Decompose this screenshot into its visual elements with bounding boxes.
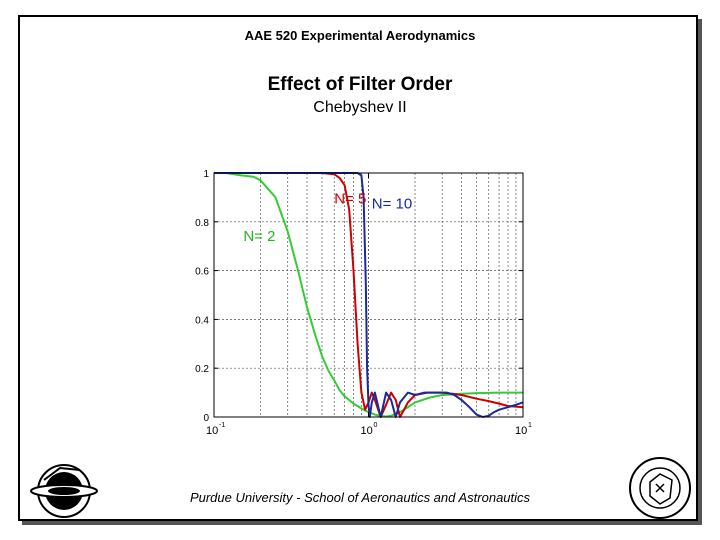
series-annotation: N= 5 bbox=[334, 190, 366, 207]
y-tick-label: 0.2 bbox=[195, 364, 209, 375]
x-tick-label: 10 bbox=[515, 425, 527, 437]
series-line-2 bbox=[214, 172, 524, 418]
x-tick-exponent: 0 bbox=[374, 422, 378, 429]
y-tick-label: 0.6 bbox=[195, 267, 209, 278]
y-tick-label: 0 bbox=[203, 413, 209, 424]
x-tick-label: 10 bbox=[361, 425, 373, 437]
course-title: AAE 520 Experimental Aerodynamics bbox=[244, 28, 476, 43]
purdue-seal-logo-right bbox=[629, 457, 691, 519]
y-tick-label: 0.4 bbox=[195, 315, 209, 326]
x-tick-label: 10 bbox=[206, 425, 218, 437]
y-tick-label: 0.8 bbox=[195, 218, 209, 229]
y-tick-label: 1 bbox=[203, 169, 209, 180]
footer-text: Purdue University - School of Aeronautic… bbox=[189, 490, 531, 505]
series-line-1 bbox=[214, 172, 523, 418]
x-tick-exponent: -1 bbox=[219, 422, 225, 429]
grid-lines bbox=[214, 173, 523, 417]
slide-title: Effect of Filter Order bbox=[267, 74, 453, 95]
purdue-seal-logo-left bbox=[30, 464, 98, 518]
series-line-3 bbox=[214, 172, 524, 418]
series-annotation: N= 2 bbox=[243, 228, 275, 245]
slide-subtitle: Chebyshev II bbox=[313, 99, 407, 116]
series-annotation: N= 10 bbox=[372, 195, 412, 212]
x-tick-exponent: 1 bbox=[528, 422, 532, 429]
